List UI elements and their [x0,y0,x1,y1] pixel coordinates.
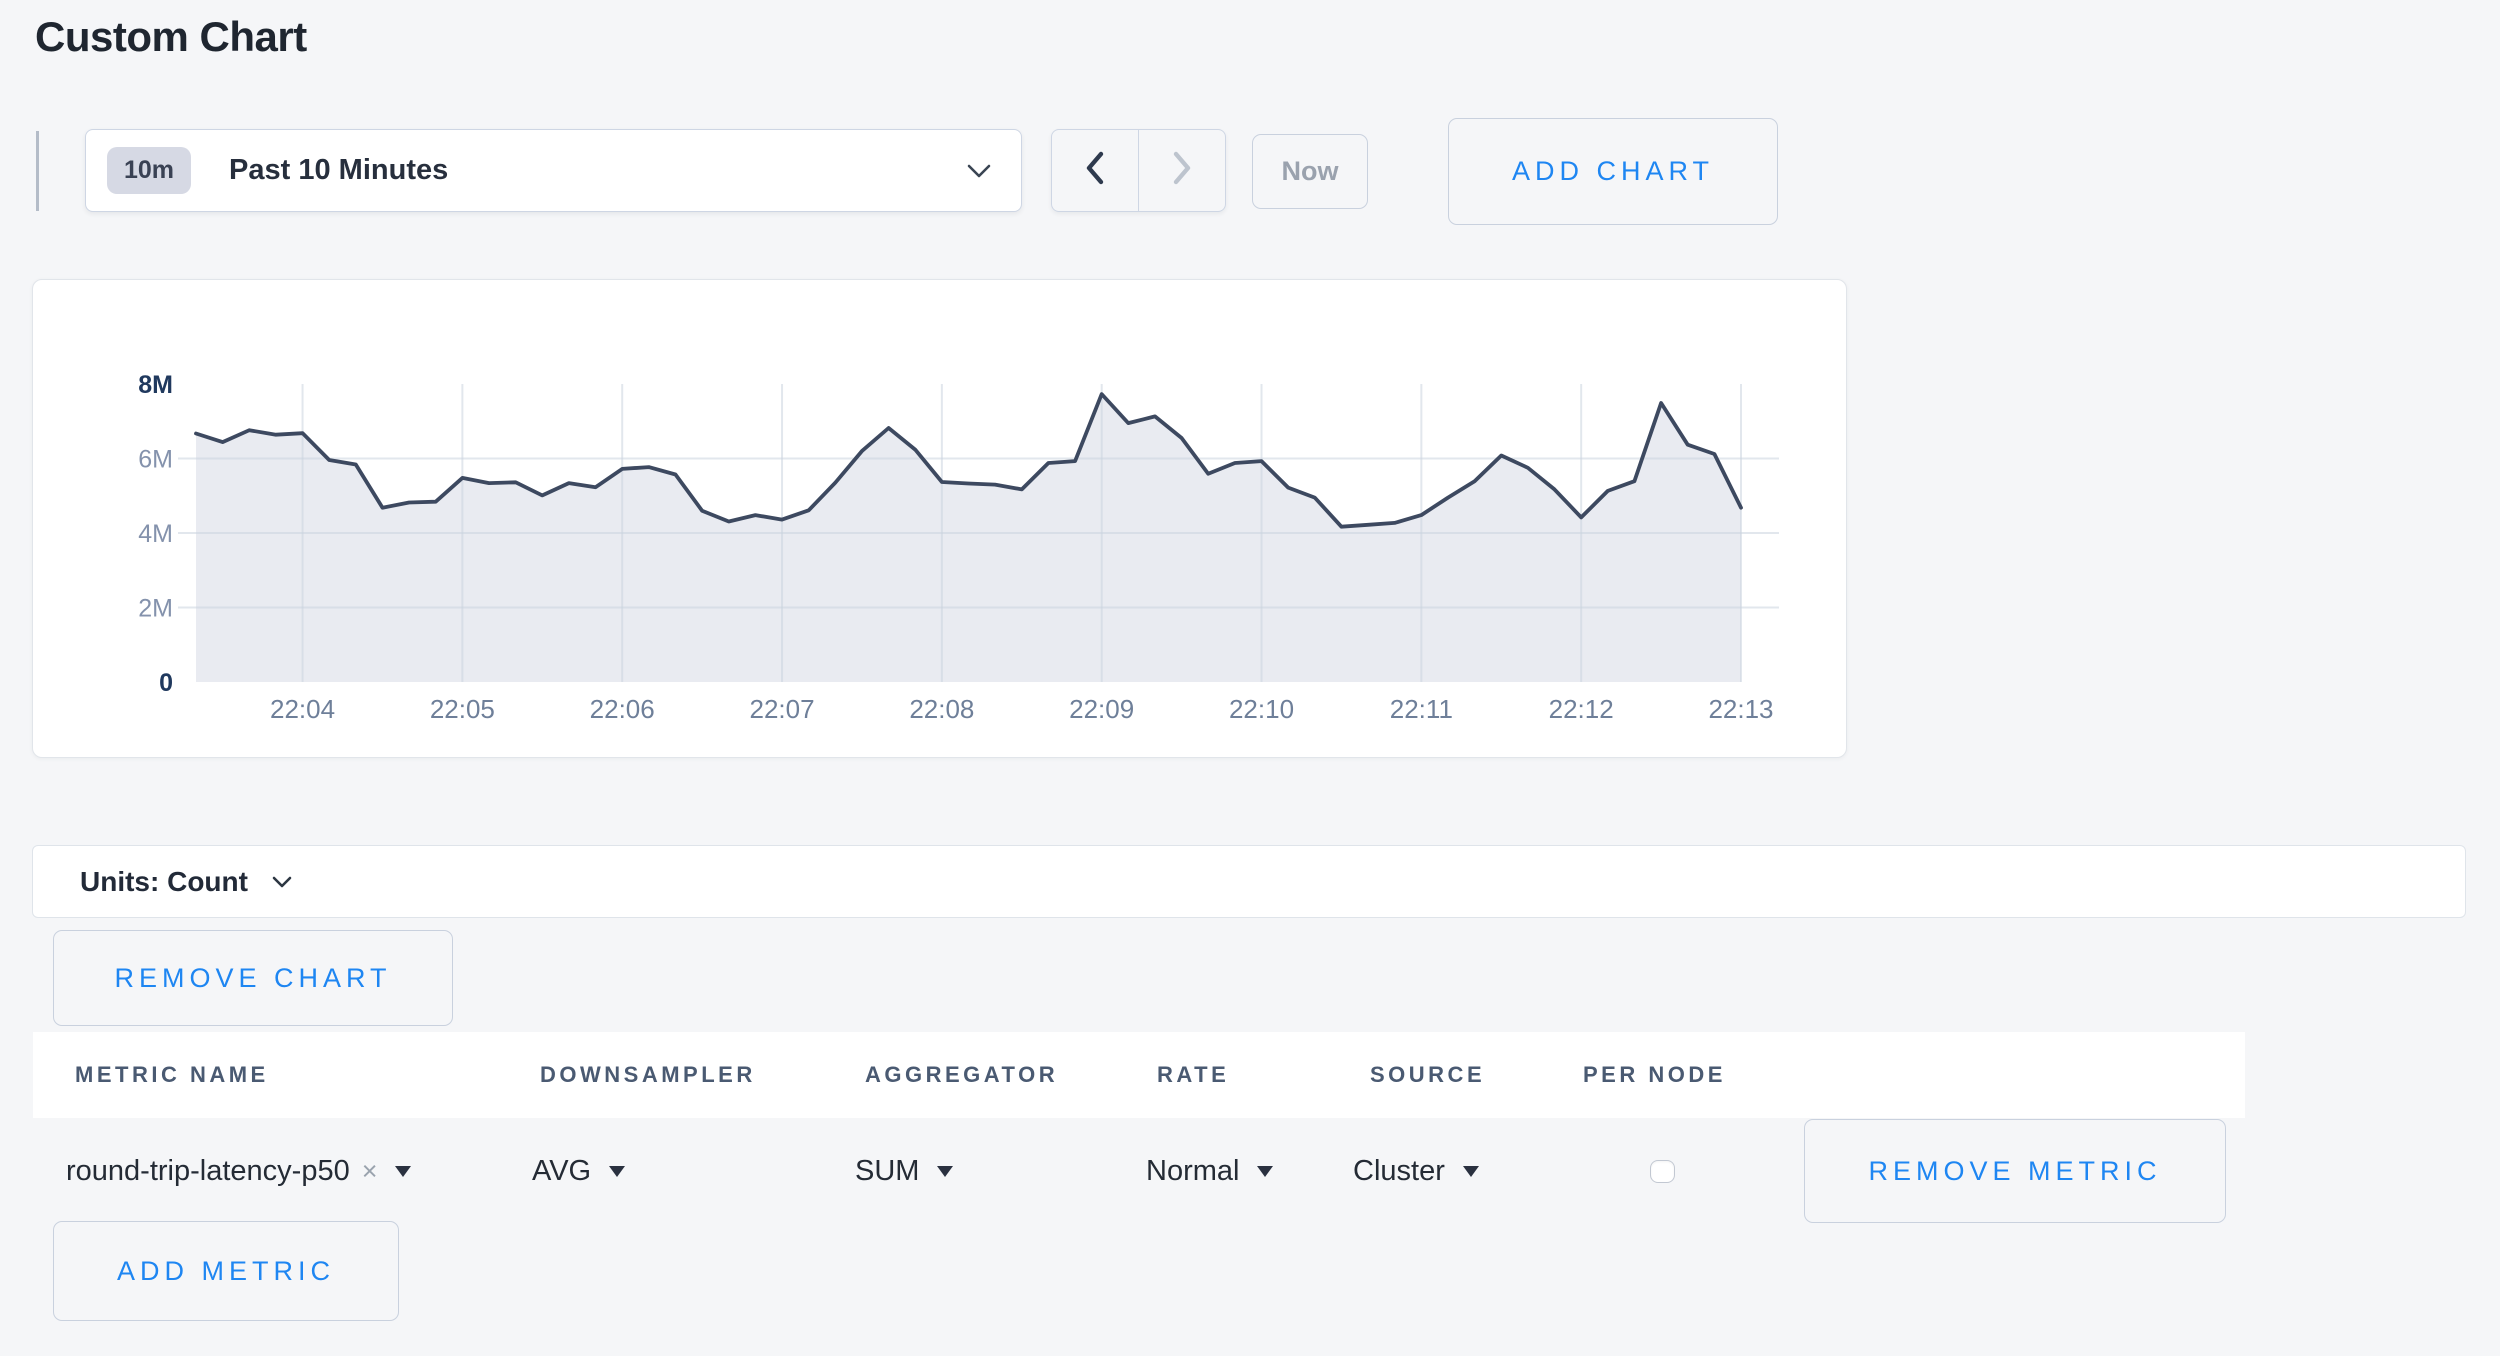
chart-card: 8M 6M 4M 2M 0 22:04 22:05 22:06 22:07 22:08 22:09 2… [32,279,1847,758]
aggregator-value: SUM [855,1154,920,1187]
metrics-table-header: METRIC NAME DOWNSAMPLER AGGREGATOR RATE … [33,1032,2245,1118]
downsampler-value: AVG [532,1154,592,1187]
aggregator-select[interactable]: SUM [855,1145,954,1197]
chevron-down-icon [272,876,292,888]
svg-text:22:06: 22:06 [590,694,655,724]
svg-text:22:09: 22:09 [1069,694,1134,724]
caret-down-icon [395,1165,412,1177]
svg-text:6M: 6M [138,446,173,474]
time-range-label: Past 10 Minutes [229,154,449,186]
svg-text:22:12: 22:12 [1549,694,1614,724]
column-header-metric-name: METRIC NAME [75,1062,269,1087]
caret-down-icon [1257,1165,1274,1177]
remove-chart-button[interactable]: REMOVE CHART [53,930,453,1026]
source-select[interactable]: Cluster [1353,1145,1479,1197]
chevron-left-icon [1085,150,1105,191]
prev-time-button[interactable] [1052,130,1139,211]
accent-bar [36,131,39,211]
next-time-button[interactable] [1139,130,1225,211]
units-label: Units: Count [80,865,248,897]
svg-text:0: 0 [159,669,173,697]
svg-text:22:13: 22:13 [1708,694,1773,724]
downsampler-select[interactable]: AVG [532,1145,626,1197]
remove-metric-button[interactable]: REMOVE METRIC [1804,1119,2226,1223]
page-title: Custom Chart [35,13,307,60]
svg-text:8M: 8M [138,371,173,399]
svg-text:4M: 4M [138,520,173,548]
column-header-source: SOURCE [1370,1062,1486,1087]
column-header-downsampler: DOWNSAMPLER [540,1062,756,1087]
column-header-aggregator: AGGREGATOR [865,1062,1059,1087]
svg-text:2M: 2M [138,595,173,623]
column-header-rate: RATE [1157,1062,1230,1087]
time-range-badge: 10m [107,147,192,194]
rate-value: Normal [1146,1154,1240,1187]
time-range-dropdown[interactable]: 10m Past 10 Minutes [85,129,1022,212]
chevron-right-icon [1172,150,1192,191]
time-pager [1051,129,1226,212]
chevron-down-icon [967,164,991,178]
per-node-checkbox[interactable] [1650,1160,1675,1183]
svg-text:22:11: 22:11 [1390,694,1453,724]
caret-down-icon [1462,1165,1479,1177]
metric-name-select[interactable]: round-trip-latency-p50 × [66,1145,412,1197]
svg-text:22:10: 22:10 [1229,694,1294,724]
caret-down-icon [937,1165,954,1177]
source-value: Cluster [1353,1154,1445,1187]
units-dropdown[interactable]: Units: Count [32,845,2466,918]
add-chart-button[interactable]: ADD CHART [1448,118,1778,225]
caret-down-icon [609,1165,626,1177]
svg-text:22:04: 22:04 [270,694,335,724]
latency-area-chart[interactable]: 8M 6M 4M 2M 0 22:04 22:05 22:06 22:07 22:08 22:09 2… [33,280,1848,759]
svg-text:22:07: 22:07 [749,694,814,724]
now-button[interactable]: Now [1252,134,1368,209]
rate-select[interactable]: Normal [1146,1145,1274,1197]
add-metric-button[interactable]: ADD METRIC [53,1221,399,1321]
clear-metric-icon[interactable]: × [361,1155,378,1186]
svg-text:22:08: 22:08 [909,694,974,724]
column-header-per-node: PER NODE [1583,1062,1726,1087]
metric-name-value: round-trip-latency-p50 [66,1154,350,1187]
svg-text:22:05: 22:05 [430,694,495,724]
